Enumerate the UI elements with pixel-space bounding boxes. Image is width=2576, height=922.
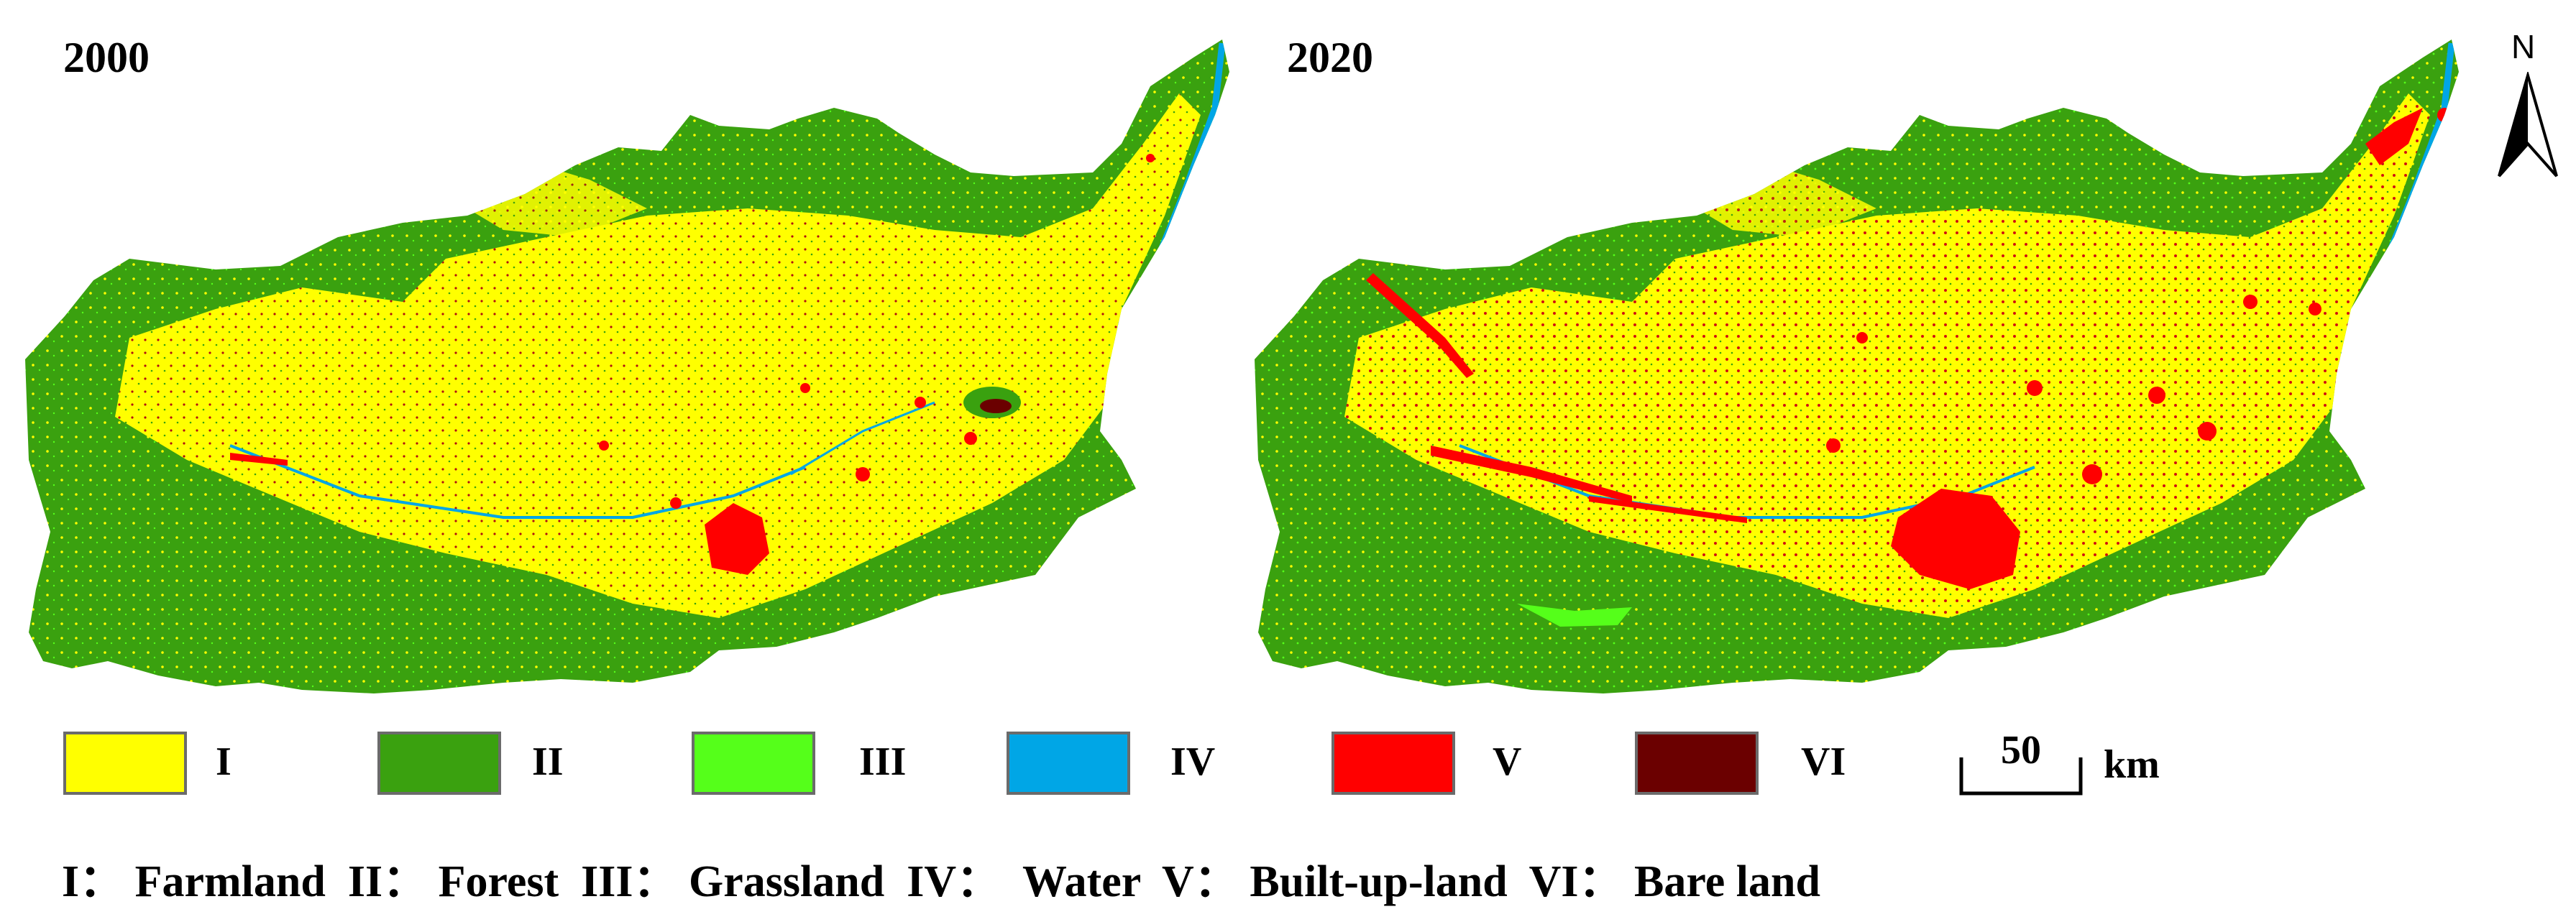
land-use-map-2000 xyxy=(25,40,1229,693)
map-panel-2020: 2020 xyxy=(1229,0,2466,719)
scale-bar-value: 50 xyxy=(2001,728,2041,773)
legend-label-water: IV xyxy=(1170,739,1216,784)
legend-swatch-farmland xyxy=(63,732,187,795)
north-label: N xyxy=(2511,28,2536,65)
north-arrow-icon xyxy=(2498,72,2558,178)
scale-bar-unit: km xyxy=(2104,742,2160,787)
map-panel-2000: 2000 xyxy=(0,0,1237,719)
land-use-map-2020 xyxy=(1255,40,2459,693)
panel-title: 2000 xyxy=(63,34,150,81)
legend-swatch-water xyxy=(1007,732,1130,795)
legend-swatch-built-up-land xyxy=(1331,732,1455,795)
legend-caption: I： Farmland II： Forest III： Grassland IV… xyxy=(62,857,1820,906)
legend-label-forest: II xyxy=(532,739,564,784)
scale-bar-line xyxy=(1959,757,2083,796)
legend-swatch-bare-land xyxy=(1635,732,1759,795)
panel-title: 2020 xyxy=(1287,34,1373,81)
legend-label-grassland: III xyxy=(859,739,907,784)
legend-label-farmland: I xyxy=(216,739,232,784)
legend-label-bare-land: VI xyxy=(1801,739,1846,784)
legend-swatch-grassland xyxy=(692,732,815,795)
legend-label-built-up-land: V xyxy=(1493,739,1522,784)
legend-swatch-forest xyxy=(377,732,501,795)
